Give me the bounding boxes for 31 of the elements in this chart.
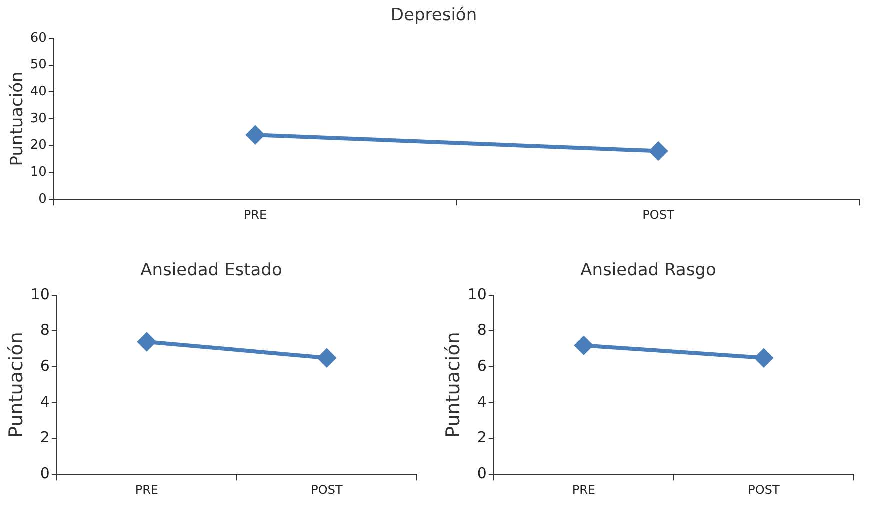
y-tick-label: 0 bbox=[477, 464, 487, 482]
y-tick-label: 8 bbox=[477, 321, 487, 340]
y-tick-label: 60 bbox=[30, 30, 47, 46]
y-tick-label: 4 bbox=[40, 392, 50, 411]
x-tick-label: POST bbox=[642, 208, 675, 222]
y-tick-label: 4 bbox=[477, 392, 487, 411]
x-tick-label: POST bbox=[311, 482, 344, 497]
y-axis-title: Puntuación bbox=[5, 332, 28, 438]
y-tick-label: 10 bbox=[30, 165, 47, 180]
x-tick-label: POST bbox=[748, 482, 780, 497]
y-tick-label: 50 bbox=[30, 58, 47, 73]
y-tick-label: 30 bbox=[30, 111, 47, 126]
x-tick-label: PRE bbox=[244, 208, 268, 222]
y-axis-title: Puntuación bbox=[442, 332, 464, 438]
chart-title: Ansiedad Estado bbox=[140, 260, 282, 281]
y-tick-label: 40 bbox=[30, 84, 47, 100]
x-tick-label: PRE bbox=[572, 482, 596, 497]
y-tick-label: 2 bbox=[477, 428, 487, 447]
y-tick-label: 6 bbox=[477, 356, 487, 375]
y-tick-label: 0 bbox=[40, 464, 50, 482]
chart-title: Depresión bbox=[390, 6, 478, 26]
y-tick-label: 0 bbox=[38, 192, 47, 207]
y-tick-label: 20 bbox=[30, 138, 47, 154]
x-tick-label: PRE bbox=[135, 482, 158, 497]
y-axis-title: Puntuación bbox=[8, 72, 28, 166]
y-tick-label: 2 bbox=[40, 428, 50, 447]
y-tick-label: 10 bbox=[30, 285, 50, 304]
chart-title: Ansiedad Rasgo bbox=[580, 260, 716, 281]
y-tick-label: 6 bbox=[40, 356, 50, 375]
y-tick-label: 10 bbox=[468, 285, 487, 304]
y-tick-label: 8 bbox=[40, 321, 50, 340]
